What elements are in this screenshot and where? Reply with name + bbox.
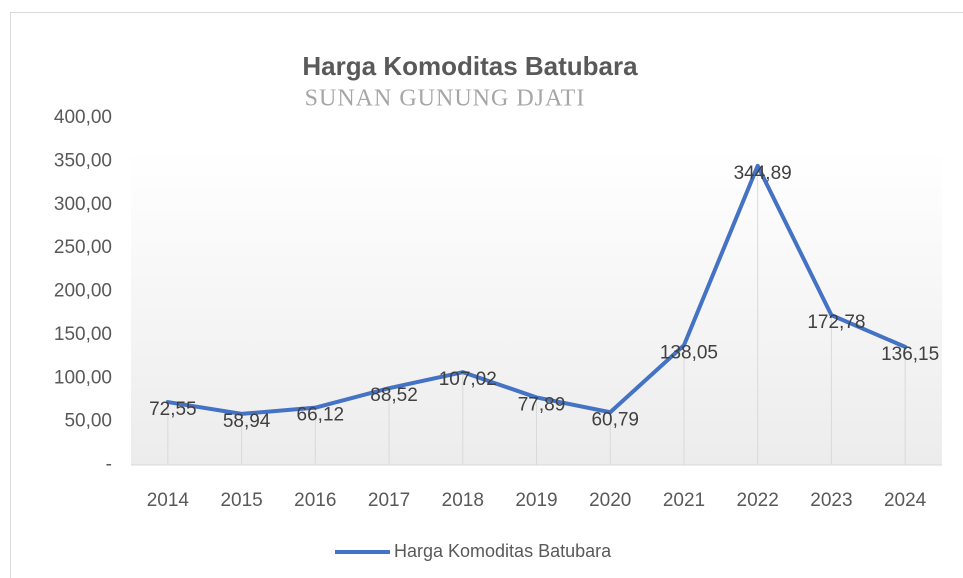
data-label: 77,89: [518, 394, 566, 415]
data-label: 138,05: [660, 342, 718, 363]
x-tick-label: 2016: [294, 490, 336, 511]
y-tick-label: -: [106, 454, 112, 475]
y-tick-label: 50,00: [64, 411, 112, 432]
y-tick-label: 200,00: [54, 281, 112, 302]
legend-label: Harga Komoditas Batubara: [394, 541, 612, 561]
x-tick-label: 2023: [810, 490, 852, 511]
data-label: 60,79: [591, 409, 639, 430]
y-tick-label: 350,00: [54, 150, 112, 171]
data-label: 107,02: [439, 369, 497, 390]
data-label: 72,55: [149, 399, 197, 420]
data-label: 344,89: [734, 163, 792, 184]
data-label: 88,52: [370, 385, 418, 406]
y-tick-label: 400,00: [54, 107, 112, 128]
x-tick-label: 2020: [589, 490, 631, 511]
x-tick-label: 2022: [737, 490, 779, 511]
y-tick-label: 100,00: [54, 367, 112, 388]
x-tick-label: 2019: [515, 490, 557, 511]
y-tick-label: 250,00: [54, 237, 112, 258]
x-tick-label: 2017: [368, 490, 410, 511]
x-tick-label: 2015: [220, 490, 262, 511]
x-tick-label: 2021: [663, 490, 705, 511]
chart-title: Harga Komoditas Batubara: [302, 51, 638, 81]
data-label: 136,15: [881, 344, 939, 365]
x-tick-label: 2014: [147, 490, 190, 511]
data-label: 66,12: [297, 405, 345, 426]
y-tick-label: 300,00: [54, 194, 112, 215]
y-tick-label: 150,00: [54, 324, 112, 345]
data-label: 58,94: [223, 411, 271, 432]
x-tick-label: 2018: [442, 490, 484, 511]
watermark: SUNAN GUNUNG DJATI: [305, 86, 586, 112]
x-tick-label: 2024: [884, 490, 927, 511]
series-line: [165, 163, 908, 416]
data-label: 172,78: [807, 312, 865, 333]
